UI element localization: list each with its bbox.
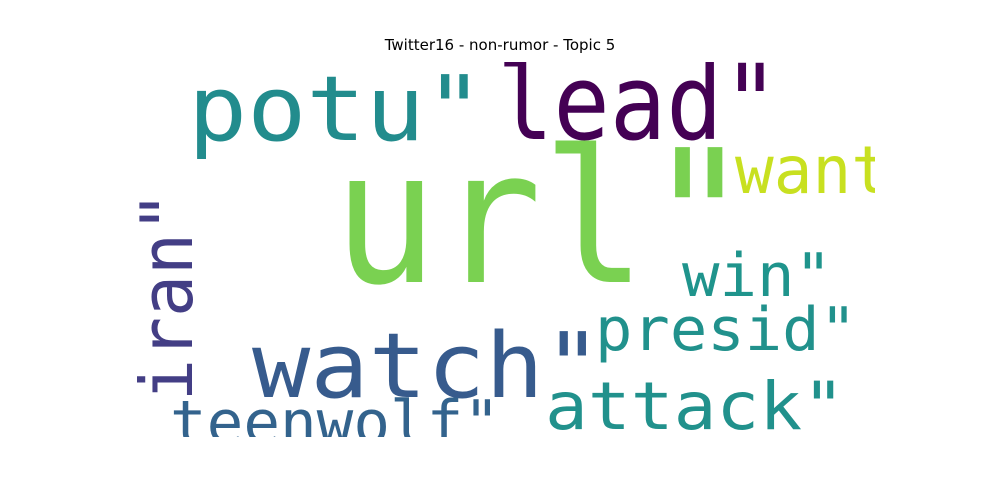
word-win: win" [682, 241, 832, 311]
word-teenwolf: teenwolf" [170, 388, 500, 437]
word-cloud: url" lead" potu" want iran" win" watch" … [125, 62, 875, 437]
word-presid: presid" [595, 295, 857, 365]
word-attack: attack" [545, 368, 845, 437]
word-iran: iran" [125, 191, 209, 401]
word-potu: potu" [188, 62, 484, 162]
chart-title: Twitter16 - non-rumor - Topic 5 [384, 36, 616, 54]
word-want: want [735, 132, 875, 209]
word-cloud-canvas: url" lead" potu" want iran" win" watch" … [125, 62, 875, 437]
word-url: url" [333, 110, 751, 326]
word-lead: lead" [497, 62, 779, 164]
word-watch: watch" [252, 314, 602, 419]
